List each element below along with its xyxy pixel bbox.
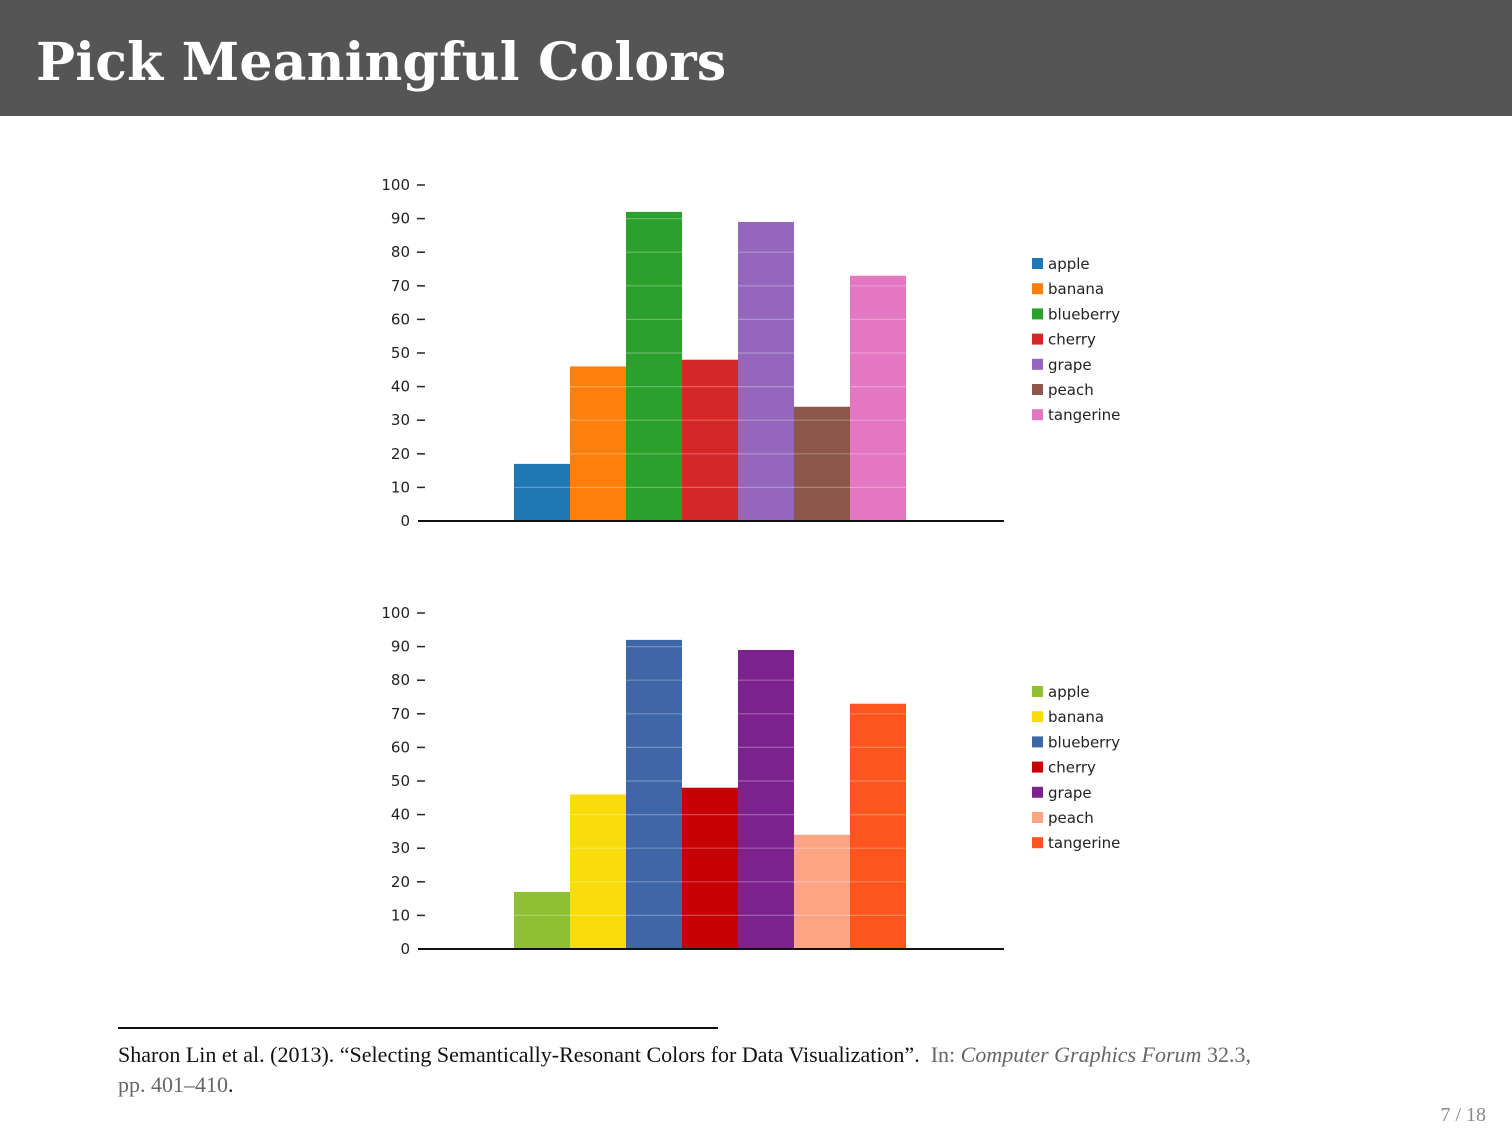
- y-tick-label: 40: [391, 378, 410, 396]
- bar-chart-semantic-colors: 0 10 20 30 40 50 60 70 80 90 100 apple banana blueber…: [381, 604, 1120, 958]
- slide-header: Pick Meaningful Colors: [0, 0, 1512, 116]
- bar-blueberry: [626, 211, 682, 521]
- y-tick-label: 100: [381, 176, 410, 194]
- y-tick-label: 40: [391, 806, 410, 824]
- legend-swatch-peach: [1032, 812, 1043, 823]
- bar-cherry: [682, 359, 738, 521]
- legend-swatch-grape: [1032, 786, 1043, 798]
- y-tick-label: 0: [400, 512, 410, 530]
- bar-tangerine: [850, 703, 906, 949]
- y-tick-label: 60: [391, 738, 410, 756]
- legend-swatch-apple: [1032, 686, 1043, 697]
- y-tick-label: 10: [391, 906, 410, 924]
- y-tick-label: 100: [381, 604, 410, 622]
- bar-grape: [738, 649, 794, 949]
- footnote-citation: Sharon Lin et al. (2013). “Selecting Sem…: [118, 1040, 1408, 1100]
- y-tick-label: 80: [391, 671, 410, 689]
- bar-apple: [514, 891, 570, 949]
- citation-paper-title: “Selecting Semantically-Resonant Colors …: [339, 1042, 920, 1067]
- bar-cherry: [682, 787, 738, 949]
- legend-swatch-grape: [1032, 358, 1043, 370]
- legend-swatch-blueberry: [1032, 736, 1043, 748]
- legend-label-peach: peach: [1048, 381, 1094, 399]
- legend-swatch-cherry: [1032, 761, 1043, 773]
- citation-pages: pp. 401–410: [118, 1072, 228, 1097]
- legend-label-tangerine: tangerine: [1048, 834, 1120, 852]
- y-tick-label: 0: [400, 940, 410, 958]
- legend-label-blueberry: blueberry: [1048, 733, 1120, 751]
- legend-swatch-peach: [1032, 384, 1043, 395]
- bar-blueberry: [626, 639, 682, 949]
- legend-swatch-banana: [1032, 711, 1043, 723]
- legend-label-banana: banana: [1048, 280, 1104, 298]
- y-tick-label: 70: [391, 705, 410, 723]
- bar-grape: [738, 221, 794, 521]
- legend-label-grape: grape: [1048, 356, 1092, 374]
- legend-label-cherry: cherry: [1048, 759, 1096, 777]
- citation-authors: Sharon Lin et al. (2013).: [118, 1042, 335, 1067]
- y-tick-label: 30: [391, 411, 410, 429]
- citation-journal: Computer Graphics Forum: [960, 1042, 1202, 1067]
- bar-tangerine: [850, 275, 906, 521]
- legend-label-peach: peach: [1048, 809, 1094, 827]
- page-number: 7 / 18: [1440, 1104, 1486, 1126]
- legend-label-blueberry: blueberry: [1048, 305, 1120, 323]
- legend-swatch-cherry: [1032, 333, 1043, 345]
- legend-label-apple: apple: [1048, 255, 1090, 273]
- y-tick-label: 50: [391, 772, 410, 790]
- y-tick-label: 70: [391, 277, 410, 295]
- citation-in-label: In:: [930, 1042, 956, 1067]
- legend-label-grape: grape: [1048, 784, 1092, 802]
- legend-label-cherry: cherry: [1048, 331, 1096, 349]
- legend-swatch-apple: [1032, 258, 1043, 269]
- y-tick-label: 50: [391, 344, 410, 362]
- y-tick-label: 90: [391, 210, 410, 228]
- legend-swatch-banana: [1032, 283, 1043, 295]
- legend-swatch-tangerine: [1032, 837, 1043, 849]
- slide-title: Pick Meaningful Colors: [36, 32, 727, 93]
- legend-label-tangerine: tangerine: [1048, 406, 1120, 424]
- y-tick-label: 80: [391, 243, 410, 261]
- bar-chart-default-colors: 0 10 20 30 40 50 60 70 80 90 100 apple banana blueber…: [381, 176, 1120, 530]
- bar-banana: [570, 794, 626, 949]
- legend-swatch-blueberry: [1032, 308, 1043, 320]
- citation-period: .: [228, 1072, 234, 1097]
- bar-peach: [794, 834, 850, 949]
- bar-peach: [794, 406, 850, 521]
- y-tick-label: 30: [391, 839, 410, 857]
- y-tick-label: 10: [391, 478, 410, 496]
- citation-volume: 32.3,: [1206, 1042, 1251, 1067]
- y-tick-label: 20: [391, 445, 410, 463]
- footnote-rule: [118, 1027, 718, 1029]
- legend-label-banana: banana: [1048, 708, 1104, 726]
- bar-apple: [514, 463, 570, 521]
- bar-banana: [570, 366, 626, 521]
- legend-swatch-tangerine: [1032, 409, 1043, 421]
- legend-label-apple: apple: [1048, 683, 1090, 701]
- y-tick-label: 90: [391, 638, 410, 656]
- y-tick-label: 60: [391, 310, 410, 328]
- y-tick-label: 20: [391, 873, 410, 891]
